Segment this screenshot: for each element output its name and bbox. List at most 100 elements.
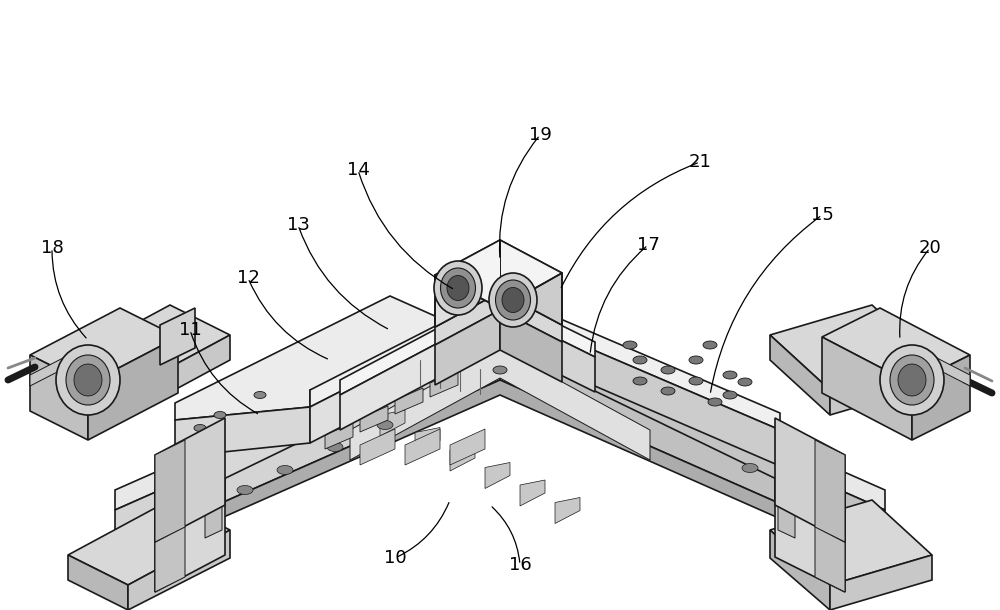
- Ellipse shape: [277, 465, 293, 475]
- Polygon shape: [185, 340, 395, 468]
- Ellipse shape: [623, 341, 637, 349]
- Polygon shape: [500, 310, 780, 466]
- Polygon shape: [340, 310, 500, 430]
- Ellipse shape: [633, 356, 647, 364]
- Polygon shape: [128, 530, 230, 610]
- Ellipse shape: [787, 442, 803, 451]
- Polygon shape: [555, 498, 580, 523]
- Polygon shape: [115, 380, 885, 565]
- Polygon shape: [395, 388, 423, 414]
- Polygon shape: [435, 292, 562, 345]
- Polygon shape: [30, 308, 178, 384]
- Polygon shape: [115, 320, 885, 510]
- Polygon shape: [88, 337, 178, 440]
- Text: 21: 21: [689, 153, 711, 171]
- Polygon shape: [500, 310, 562, 382]
- Ellipse shape: [880, 345, 944, 415]
- Text: 17: 17: [637, 236, 659, 254]
- Ellipse shape: [742, 464, 758, 473]
- Polygon shape: [430, 371, 458, 397]
- Polygon shape: [435, 240, 500, 327]
- Ellipse shape: [708, 398, 722, 406]
- Ellipse shape: [254, 392, 266, 398]
- Polygon shape: [435, 278, 562, 327]
- Polygon shape: [380, 410, 405, 436]
- Polygon shape: [170, 305, 500, 505]
- Ellipse shape: [56, 345, 120, 415]
- Ellipse shape: [496, 280, 530, 320]
- Polygon shape: [310, 293, 780, 430]
- Ellipse shape: [74, 364, 102, 396]
- Ellipse shape: [703, 341, 717, 349]
- Ellipse shape: [194, 425, 206, 431]
- Ellipse shape: [689, 356, 703, 364]
- Polygon shape: [30, 355, 88, 440]
- Polygon shape: [350, 348, 650, 460]
- Polygon shape: [935, 357, 970, 386]
- Polygon shape: [790, 486, 820, 526]
- Polygon shape: [180, 486, 210, 526]
- Ellipse shape: [493, 366, 507, 374]
- Ellipse shape: [738, 378, 752, 386]
- Polygon shape: [770, 335, 830, 415]
- Polygon shape: [500, 340, 885, 550]
- Text: 16: 16: [509, 556, 531, 574]
- Polygon shape: [822, 337, 912, 440]
- Polygon shape: [415, 428, 440, 453]
- Text: 11: 11: [179, 321, 201, 339]
- Ellipse shape: [66, 355, 110, 405]
- Polygon shape: [115, 340, 500, 550]
- Ellipse shape: [723, 391, 737, 399]
- Ellipse shape: [237, 486, 253, 495]
- Text: 15: 15: [811, 206, 833, 224]
- Polygon shape: [175, 296, 500, 420]
- Ellipse shape: [890, 355, 934, 405]
- Text: 19: 19: [529, 126, 551, 144]
- Text: 14: 14: [347, 161, 369, 179]
- Ellipse shape: [440, 268, 476, 308]
- Polygon shape: [155, 455, 225, 592]
- Polygon shape: [160, 308, 195, 365]
- Polygon shape: [205, 502, 222, 538]
- Ellipse shape: [633, 377, 647, 385]
- Ellipse shape: [661, 387, 675, 395]
- Ellipse shape: [502, 287, 524, 312]
- Polygon shape: [520, 480, 545, 506]
- Ellipse shape: [214, 412, 226, 418]
- Text: 20: 20: [919, 239, 941, 257]
- Polygon shape: [500, 240, 562, 325]
- Text: 12: 12: [237, 269, 259, 287]
- Polygon shape: [485, 462, 510, 489]
- Text: 18: 18: [41, 239, 63, 257]
- Polygon shape: [605, 340, 815, 468]
- Polygon shape: [450, 429, 485, 465]
- Polygon shape: [770, 530, 830, 610]
- Polygon shape: [775, 455, 845, 592]
- Polygon shape: [500, 305, 830, 505]
- Polygon shape: [360, 406, 388, 432]
- Polygon shape: [68, 555, 128, 610]
- Polygon shape: [775, 418, 845, 542]
- Polygon shape: [68, 360, 128, 415]
- Polygon shape: [912, 355, 970, 440]
- Polygon shape: [770, 305, 932, 390]
- Polygon shape: [155, 418, 225, 542]
- Polygon shape: [435, 310, 500, 385]
- Polygon shape: [340, 295, 595, 395]
- Ellipse shape: [489, 273, 537, 327]
- Polygon shape: [830, 555, 932, 610]
- Polygon shape: [170, 290, 830, 465]
- Polygon shape: [360, 429, 395, 465]
- Polygon shape: [822, 308, 970, 384]
- Polygon shape: [310, 310, 500, 443]
- Text: 13: 13: [287, 216, 309, 234]
- Ellipse shape: [689, 377, 703, 385]
- Ellipse shape: [434, 261, 482, 315]
- Polygon shape: [770, 500, 932, 585]
- Polygon shape: [830, 360, 932, 415]
- Polygon shape: [778, 502, 795, 538]
- Ellipse shape: [723, 371, 737, 379]
- Polygon shape: [405, 429, 440, 465]
- Polygon shape: [500, 310, 595, 392]
- Polygon shape: [450, 445, 475, 471]
